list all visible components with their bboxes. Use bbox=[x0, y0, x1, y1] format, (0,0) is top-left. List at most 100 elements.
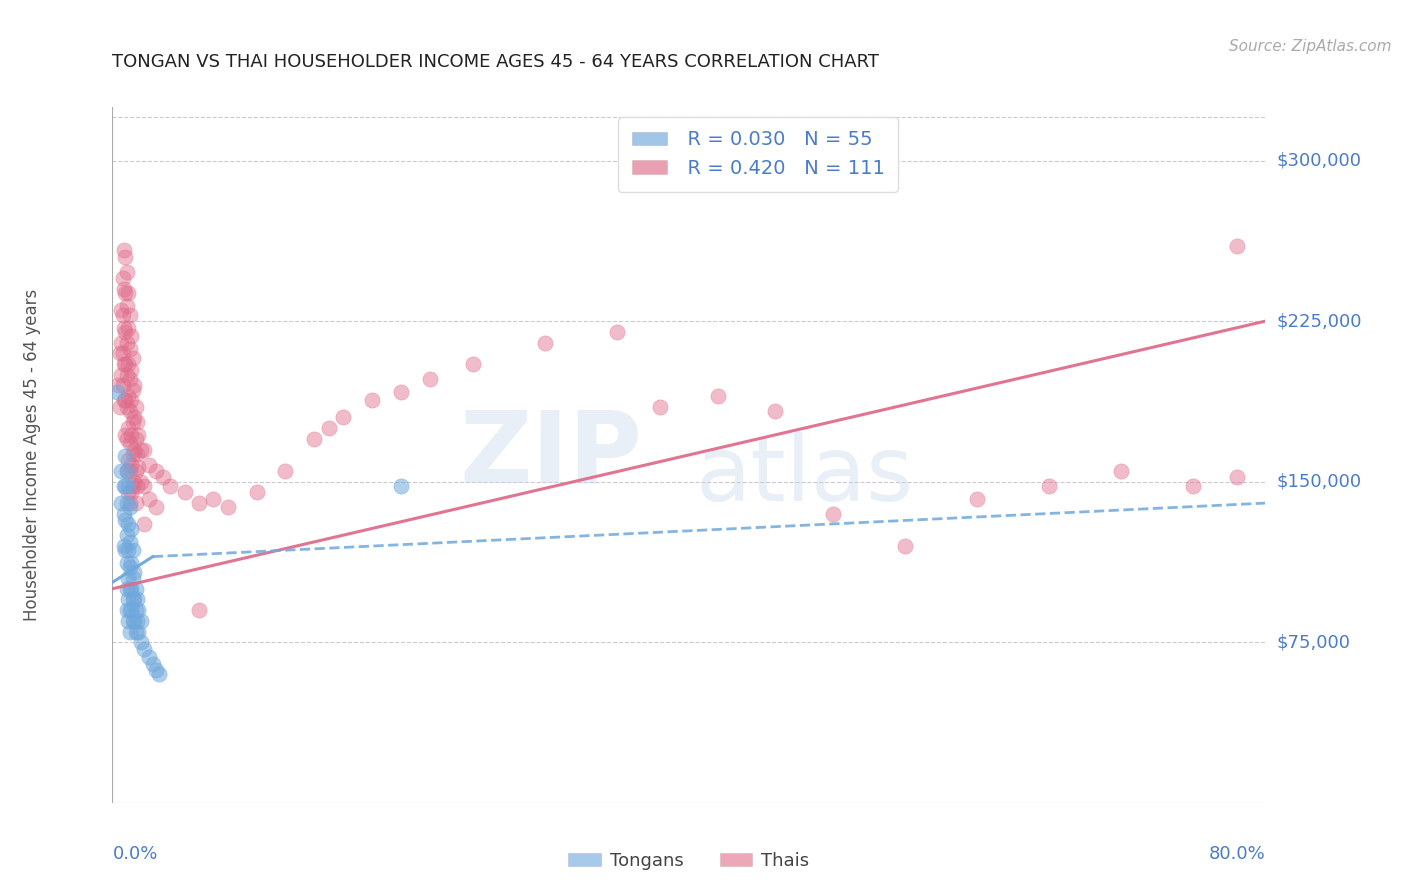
Point bbox=[389, 479, 412, 493]
Point bbox=[134, 442, 156, 457]
Text: TONGAN VS THAI HOUSEHOLDER INCOME AGES 45 - 64 YEARS CORRELATION CHART: TONGAN VS THAI HOUSEHOLDER INCOME AGES 4… bbox=[112, 54, 880, 71]
Point bbox=[118, 500, 141, 515]
Point bbox=[107, 378, 129, 392]
Point bbox=[114, 449, 136, 463]
Point bbox=[115, 603, 138, 617]
Point bbox=[173, 485, 195, 500]
Point bbox=[118, 464, 141, 478]
Point bbox=[124, 496, 146, 510]
Point bbox=[124, 464, 146, 478]
Point bbox=[115, 528, 138, 542]
Point bbox=[648, 400, 672, 414]
Point bbox=[110, 464, 132, 478]
Point bbox=[112, 507, 135, 521]
Point bbox=[112, 393, 135, 408]
Point bbox=[118, 342, 141, 356]
Point bbox=[112, 244, 135, 258]
Point bbox=[112, 320, 135, 334]
Point bbox=[148, 667, 170, 681]
Point bbox=[127, 603, 149, 617]
Point bbox=[152, 470, 174, 484]
Point bbox=[1226, 470, 1249, 484]
Point bbox=[129, 475, 153, 489]
Point bbox=[115, 582, 138, 596]
Point bbox=[114, 427, 136, 442]
Point bbox=[821, 507, 844, 521]
Point bbox=[117, 485, 139, 500]
Legend: Tongans, Thais: Tongans, Thais bbox=[561, 845, 817, 877]
Point bbox=[121, 614, 143, 628]
Point bbox=[121, 543, 143, 558]
Text: ZIP: ZIP bbox=[460, 407, 643, 503]
Point bbox=[110, 496, 132, 510]
Point bbox=[117, 389, 139, 403]
Point bbox=[111, 308, 134, 322]
Point bbox=[706, 389, 728, 403]
Point bbox=[894, 539, 917, 553]
Point bbox=[114, 325, 136, 339]
Point bbox=[121, 415, 143, 429]
Point bbox=[274, 464, 297, 478]
Point bbox=[122, 565, 145, 579]
Point bbox=[318, 421, 340, 435]
Point bbox=[117, 517, 139, 532]
Point bbox=[118, 603, 141, 617]
Point bbox=[332, 410, 354, 425]
Point bbox=[304, 432, 326, 446]
Point bbox=[124, 432, 146, 446]
Point bbox=[112, 282, 135, 296]
Point bbox=[115, 400, 138, 414]
Point bbox=[122, 378, 145, 392]
Point bbox=[111, 378, 134, 392]
Point bbox=[114, 250, 136, 264]
Point bbox=[108, 400, 131, 414]
Point bbox=[117, 357, 139, 371]
Point bbox=[127, 427, 149, 442]
Point bbox=[124, 603, 146, 617]
Point bbox=[1182, 479, 1205, 493]
Point bbox=[125, 447, 148, 461]
Point bbox=[120, 427, 142, 442]
Text: $300,000: $300,000 bbox=[1277, 152, 1361, 169]
Point bbox=[117, 286, 139, 301]
Point bbox=[122, 475, 145, 489]
Point bbox=[159, 479, 181, 493]
Text: $225,000: $225,000 bbox=[1277, 312, 1362, 330]
Point bbox=[134, 517, 156, 532]
Point bbox=[112, 479, 135, 493]
Point bbox=[125, 415, 148, 429]
Point bbox=[124, 400, 146, 414]
Point bbox=[121, 351, 143, 365]
Point bbox=[129, 635, 153, 649]
Point bbox=[122, 614, 145, 628]
Point bbox=[188, 496, 211, 510]
Point bbox=[118, 496, 141, 510]
Point bbox=[129, 614, 153, 628]
Point bbox=[245, 485, 267, 500]
Point bbox=[115, 464, 138, 478]
Point bbox=[118, 624, 141, 639]
Point bbox=[1111, 464, 1133, 478]
Point bbox=[121, 571, 143, 585]
Point bbox=[118, 534, 141, 549]
Point bbox=[115, 464, 138, 478]
Point bbox=[118, 560, 141, 574]
Point bbox=[419, 372, 441, 386]
Point bbox=[533, 335, 555, 350]
Point bbox=[138, 491, 160, 506]
Point bbox=[122, 410, 145, 425]
Point bbox=[115, 368, 138, 382]
Point bbox=[110, 368, 132, 382]
Point bbox=[129, 442, 153, 457]
Point bbox=[115, 299, 138, 313]
Point bbox=[145, 500, 167, 515]
Point bbox=[138, 458, 160, 472]
Text: Source: ZipAtlas.com: Source: ZipAtlas.com bbox=[1229, 38, 1392, 54]
Point bbox=[360, 393, 382, 408]
Point bbox=[138, 650, 160, 665]
Point bbox=[217, 500, 239, 515]
Point bbox=[120, 329, 142, 343]
Text: $75,000: $75,000 bbox=[1277, 633, 1351, 651]
Point bbox=[117, 614, 139, 628]
Point bbox=[120, 603, 142, 617]
